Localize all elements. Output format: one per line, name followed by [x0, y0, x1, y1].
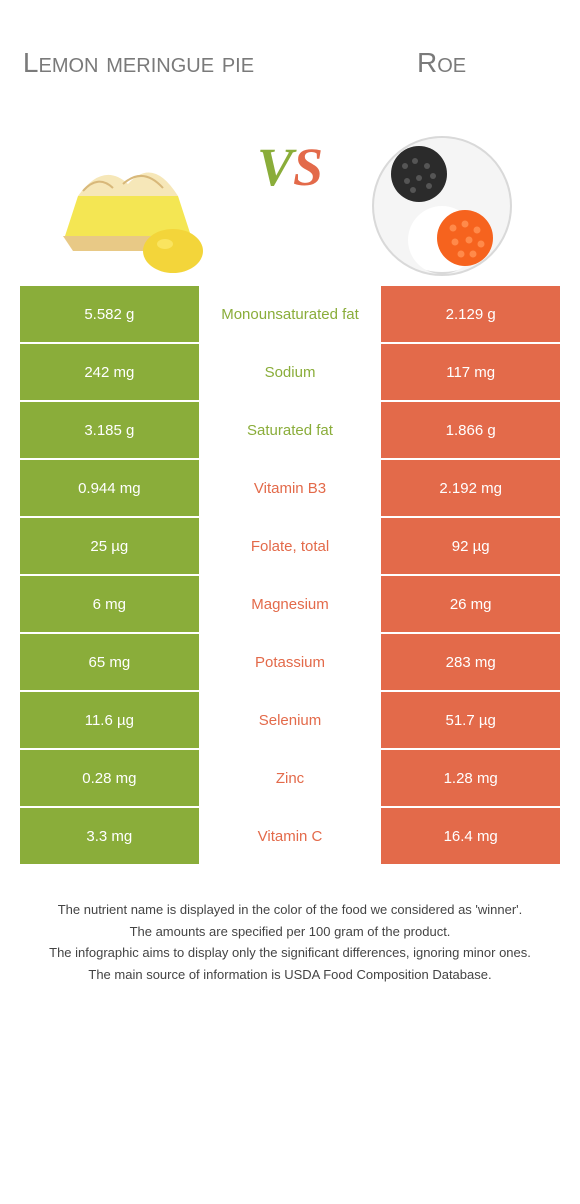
nutrient-label: Folate, total: [201, 518, 380, 576]
vs-s: S: [293, 136, 323, 198]
food-b-image: [347, 126, 537, 276]
table-row: 25 µgFolate, total92 µg: [20, 518, 560, 576]
value-b: 2.192 mg: [379, 460, 560, 518]
table-row: 0.944 mgVitamin B32.192 mg: [20, 460, 560, 518]
value-a: 0.28 mg: [20, 750, 201, 808]
nutrient-label: Vitamin B3: [201, 460, 380, 518]
lemon-pie-icon: [43, 126, 233, 276]
table-row: 5.582 gMonounsaturated fat2.129 g: [20, 286, 560, 344]
nutrient-label: Zinc: [201, 750, 380, 808]
food-b-title: Roe: [417, 18, 466, 108]
footer-notes: The nutrient name is displayed in the co…: [20, 900, 560, 984]
value-b: 1.28 mg: [379, 750, 560, 808]
food-a-title: Lemon meringue pie: [23, 18, 254, 108]
table-row: 11.6 µgSelenium51.7 µg: [20, 692, 560, 750]
value-b: 117 mg: [379, 344, 560, 402]
value-a: 242 mg: [20, 344, 201, 402]
value-a: 0.944 mg: [20, 460, 201, 518]
nutrient-label: Monounsaturated fat: [201, 286, 380, 344]
table-row: 65 mgPotassium283 mg: [20, 634, 560, 692]
value-a: 25 µg: [20, 518, 201, 576]
food-a-column: Lemon meringue pie: [20, 18, 257, 276]
table-row: 242 mgSodium117 mg: [20, 344, 560, 402]
nutrient-label: Potassium: [201, 634, 380, 692]
value-a: 6 mg: [20, 576, 201, 634]
nutrient-table: 5.582 gMonounsaturated fat2.129 g242 mgS…: [20, 286, 560, 866]
table-row: 6 mgMagnesium26 mg: [20, 576, 560, 634]
nutrient-label: Sodium: [201, 344, 380, 402]
footer-line-2: The amounts are specified per 100 gram o…: [26, 922, 554, 942]
footer-line-4: The main source of information is USDA F…: [26, 965, 554, 985]
value-b: 16.4 mg: [379, 808, 560, 866]
header: Lemon meringue pie VS Roe: [20, 18, 560, 276]
value-a: 3.3 mg: [20, 808, 201, 866]
vs-v: V: [257, 136, 293, 198]
food-a-image: [43, 126, 233, 276]
value-b: 283 mg: [379, 634, 560, 692]
nutrient-label: Selenium: [201, 692, 380, 750]
food-b-column: Roe: [323, 18, 560, 276]
value-a: 11.6 µg: [20, 692, 201, 750]
value-a: 3.185 g: [20, 402, 201, 460]
value-b: 26 mg: [379, 576, 560, 634]
value-b: 92 µg: [379, 518, 560, 576]
footer-line-3: The infographic aims to display only the…: [26, 943, 554, 963]
value-b: 1.866 g: [379, 402, 560, 460]
table-row: 3.3 mgVitamin C16.4 mg: [20, 808, 560, 866]
roe-icon: [347, 126, 537, 276]
footer-line-1: The nutrient name is displayed in the co…: [26, 900, 554, 920]
value-a: 65 mg: [20, 634, 201, 692]
value-b: 51.7 µg: [379, 692, 560, 750]
table-row: 3.185 gSaturated fat1.866 g: [20, 402, 560, 460]
vs-label: VS: [257, 18, 323, 258]
table-row: 0.28 mgZinc1.28 mg: [20, 750, 560, 808]
value-b: 2.129 g: [379, 286, 560, 344]
nutrient-label: Magnesium: [201, 576, 380, 634]
nutrient-label: Saturated fat: [201, 402, 380, 460]
value-a: 5.582 g: [20, 286, 201, 344]
nutrient-label: Vitamin C: [201, 808, 380, 866]
infographic-container: Lemon meringue pie VS Roe: [0, 0, 580, 996]
